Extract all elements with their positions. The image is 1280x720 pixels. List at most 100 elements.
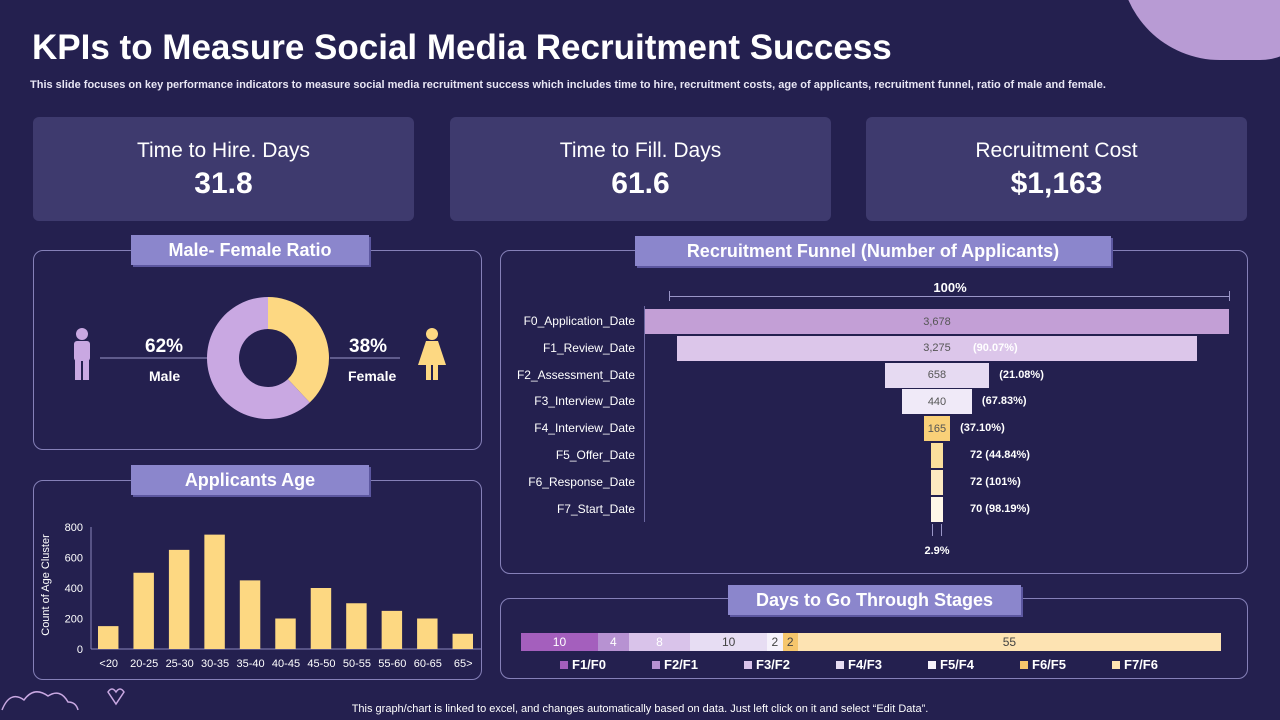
legend-item: F6/F5 xyxy=(1020,657,1112,672)
y-tick-label: 200 xyxy=(65,614,83,626)
age-bar xyxy=(417,618,438,649)
funnel-pct-label: 70 (98.19%) xyxy=(970,502,1030,515)
kpi-value: 31.8 xyxy=(194,167,253,200)
funnel-top-bracket xyxy=(669,291,1230,301)
female-slice xyxy=(268,297,329,403)
funnel-stage-label: F6_Response_Date xyxy=(528,474,635,489)
stage-segment: 2 xyxy=(782,633,798,651)
x-tick-label: 45-50 xyxy=(307,658,335,670)
funnel-stage-label: F7_Start_Date xyxy=(556,501,635,516)
stages-title: Days to Go Through Stages xyxy=(728,585,1021,615)
y-axis-label: Count of Age Cluster xyxy=(40,534,52,636)
stage-segment: 10 xyxy=(690,633,768,651)
funnel-bottom-bracket xyxy=(932,524,942,536)
male-percent: 62% xyxy=(145,336,184,357)
cloud-decoration xyxy=(1,688,125,711)
x-tick-label: 20-25 xyxy=(130,658,158,670)
kpi-value: $1,163 xyxy=(1010,167,1103,200)
funnel-pct-label: 72 (44.84%) xyxy=(970,449,1030,461)
age-bar xyxy=(204,534,225,649)
funnel-bar: 658 xyxy=(884,362,990,388)
stage-segment: 2 xyxy=(767,633,783,651)
age-bar xyxy=(310,588,332,649)
footer-note: This graph/chart is linked to excel, and… xyxy=(351,703,929,715)
legend-item: F4/F3 xyxy=(836,657,928,672)
funnel-title: Recruitment Funnel (Number of Applicants… xyxy=(635,236,1111,266)
x-tick-label: 35-40 xyxy=(236,658,264,670)
age-bar xyxy=(98,626,119,649)
stage-segment: 55 xyxy=(797,633,1221,651)
y-tick-label: 600 xyxy=(65,553,83,565)
stage-segment: 10 xyxy=(521,633,598,651)
female-percent: 38% xyxy=(349,336,388,357)
stage-segment: 4 xyxy=(597,633,629,651)
x-tick-label: 25-30 xyxy=(166,658,194,670)
legend-item: F5/F4 xyxy=(928,657,1020,672)
legend-item: F2/F1 xyxy=(652,657,744,672)
funnel-stage-label: F0_Application_Date xyxy=(523,314,635,328)
y-tick-label: 400 xyxy=(65,583,83,595)
funnel-pct-label: (90.07%) xyxy=(973,341,1018,354)
funnel-axis xyxy=(644,306,645,522)
age-bar xyxy=(133,572,154,649)
legend-item: F3/F2 xyxy=(744,657,836,672)
age-bar xyxy=(239,580,261,649)
legend-item: F7/F6 xyxy=(1112,657,1204,672)
age-bar xyxy=(381,610,403,649)
funnel-stage-label: F1_Review_Date xyxy=(542,340,635,355)
funnel-bar: 440 xyxy=(902,389,972,415)
page-title: KPIs to Measure Social Media Recruitment… xyxy=(32,28,892,67)
stage-segment: 8 xyxy=(628,633,691,651)
kpi-label: Recruitment Cost xyxy=(975,139,1138,162)
corner-decoration xyxy=(1120,0,1280,60)
funnel-bar: 3,275 xyxy=(676,335,1197,361)
x-tick-label: 55-60 xyxy=(378,658,406,670)
funnel-bar: 165 xyxy=(923,416,951,442)
y-tick-label: 800 xyxy=(65,522,83,534)
funnel-bottom-label: 2.9% xyxy=(924,545,950,557)
funnel-stage-label: F4_Interview_Date xyxy=(534,421,635,436)
x-tick-label: 30-35 xyxy=(201,658,229,670)
kpi-value: 61.6 xyxy=(611,167,670,200)
age-bar xyxy=(275,618,296,649)
x-tick-label: 65> xyxy=(454,658,473,670)
funnel-top-label: 100% xyxy=(933,280,967,295)
ratio-graphics xyxy=(74,328,446,380)
male-slice xyxy=(206,297,310,419)
age-bar xyxy=(452,633,473,649)
stages-bar: 10 4 8 10 2 2 55 xyxy=(521,633,1221,651)
legend-item: F1/F0 xyxy=(560,657,652,672)
kpi-label: Time to Fill. Days xyxy=(559,139,722,162)
male-icon xyxy=(74,328,90,380)
age-title: Applicants Age xyxy=(131,465,369,495)
funnel-stage-label: F5_Offer_Date xyxy=(555,448,635,462)
stages-legend: F1/F0 F2/F1 F3/F2 F4/F3 F5/F4 F6/F5 F7/F6 xyxy=(560,657,1204,672)
funnel-pct-label: (37.10%) xyxy=(960,422,1005,435)
ratio-donut xyxy=(206,297,329,419)
kpi-time-to-fill: Time to Fill. Days 61.6 xyxy=(450,117,831,221)
age-bar xyxy=(168,549,190,649)
funnel-bar xyxy=(931,469,943,495)
funnel-bar: 3,678 xyxy=(645,309,1229,334)
x-tick-label: 50-55 xyxy=(343,658,371,670)
x-tick-label: 40-45 xyxy=(272,658,300,670)
female-icon xyxy=(418,328,446,380)
x-tick-label: <20 xyxy=(99,658,118,670)
funnel-stage-label: F3_Interview_Date xyxy=(534,394,635,409)
page-subtitle: This slide focuses on key performance in… xyxy=(30,79,1106,91)
y-tick-label: 0 xyxy=(77,644,83,656)
funnel-bar xyxy=(931,443,943,468)
funnel-stage-label: F2_Assessment_Date xyxy=(516,367,635,382)
age-chart: Count of Age Cluster 0 200 400 600 800 <20 20-2… xyxy=(40,522,481,670)
female-label: Female xyxy=(348,368,397,384)
funnel-bar xyxy=(931,496,943,522)
kpi-time-to-hire: Time to Hire. Days 31.8 xyxy=(33,117,414,221)
male-label: Male xyxy=(149,368,181,384)
funnel-pct-label: 72 (101%) xyxy=(970,475,1021,488)
kpi-recruitment-cost: Recruitment Cost $1,163 xyxy=(866,117,1247,221)
ratio-title: Male- Female Ratio xyxy=(131,235,369,265)
age-bar xyxy=(346,603,367,649)
x-tick-label: 60-65 xyxy=(414,658,442,670)
kpi-label: Time to Hire. Days xyxy=(136,139,311,162)
funnel-pct-label: (21.08%) xyxy=(999,368,1044,381)
